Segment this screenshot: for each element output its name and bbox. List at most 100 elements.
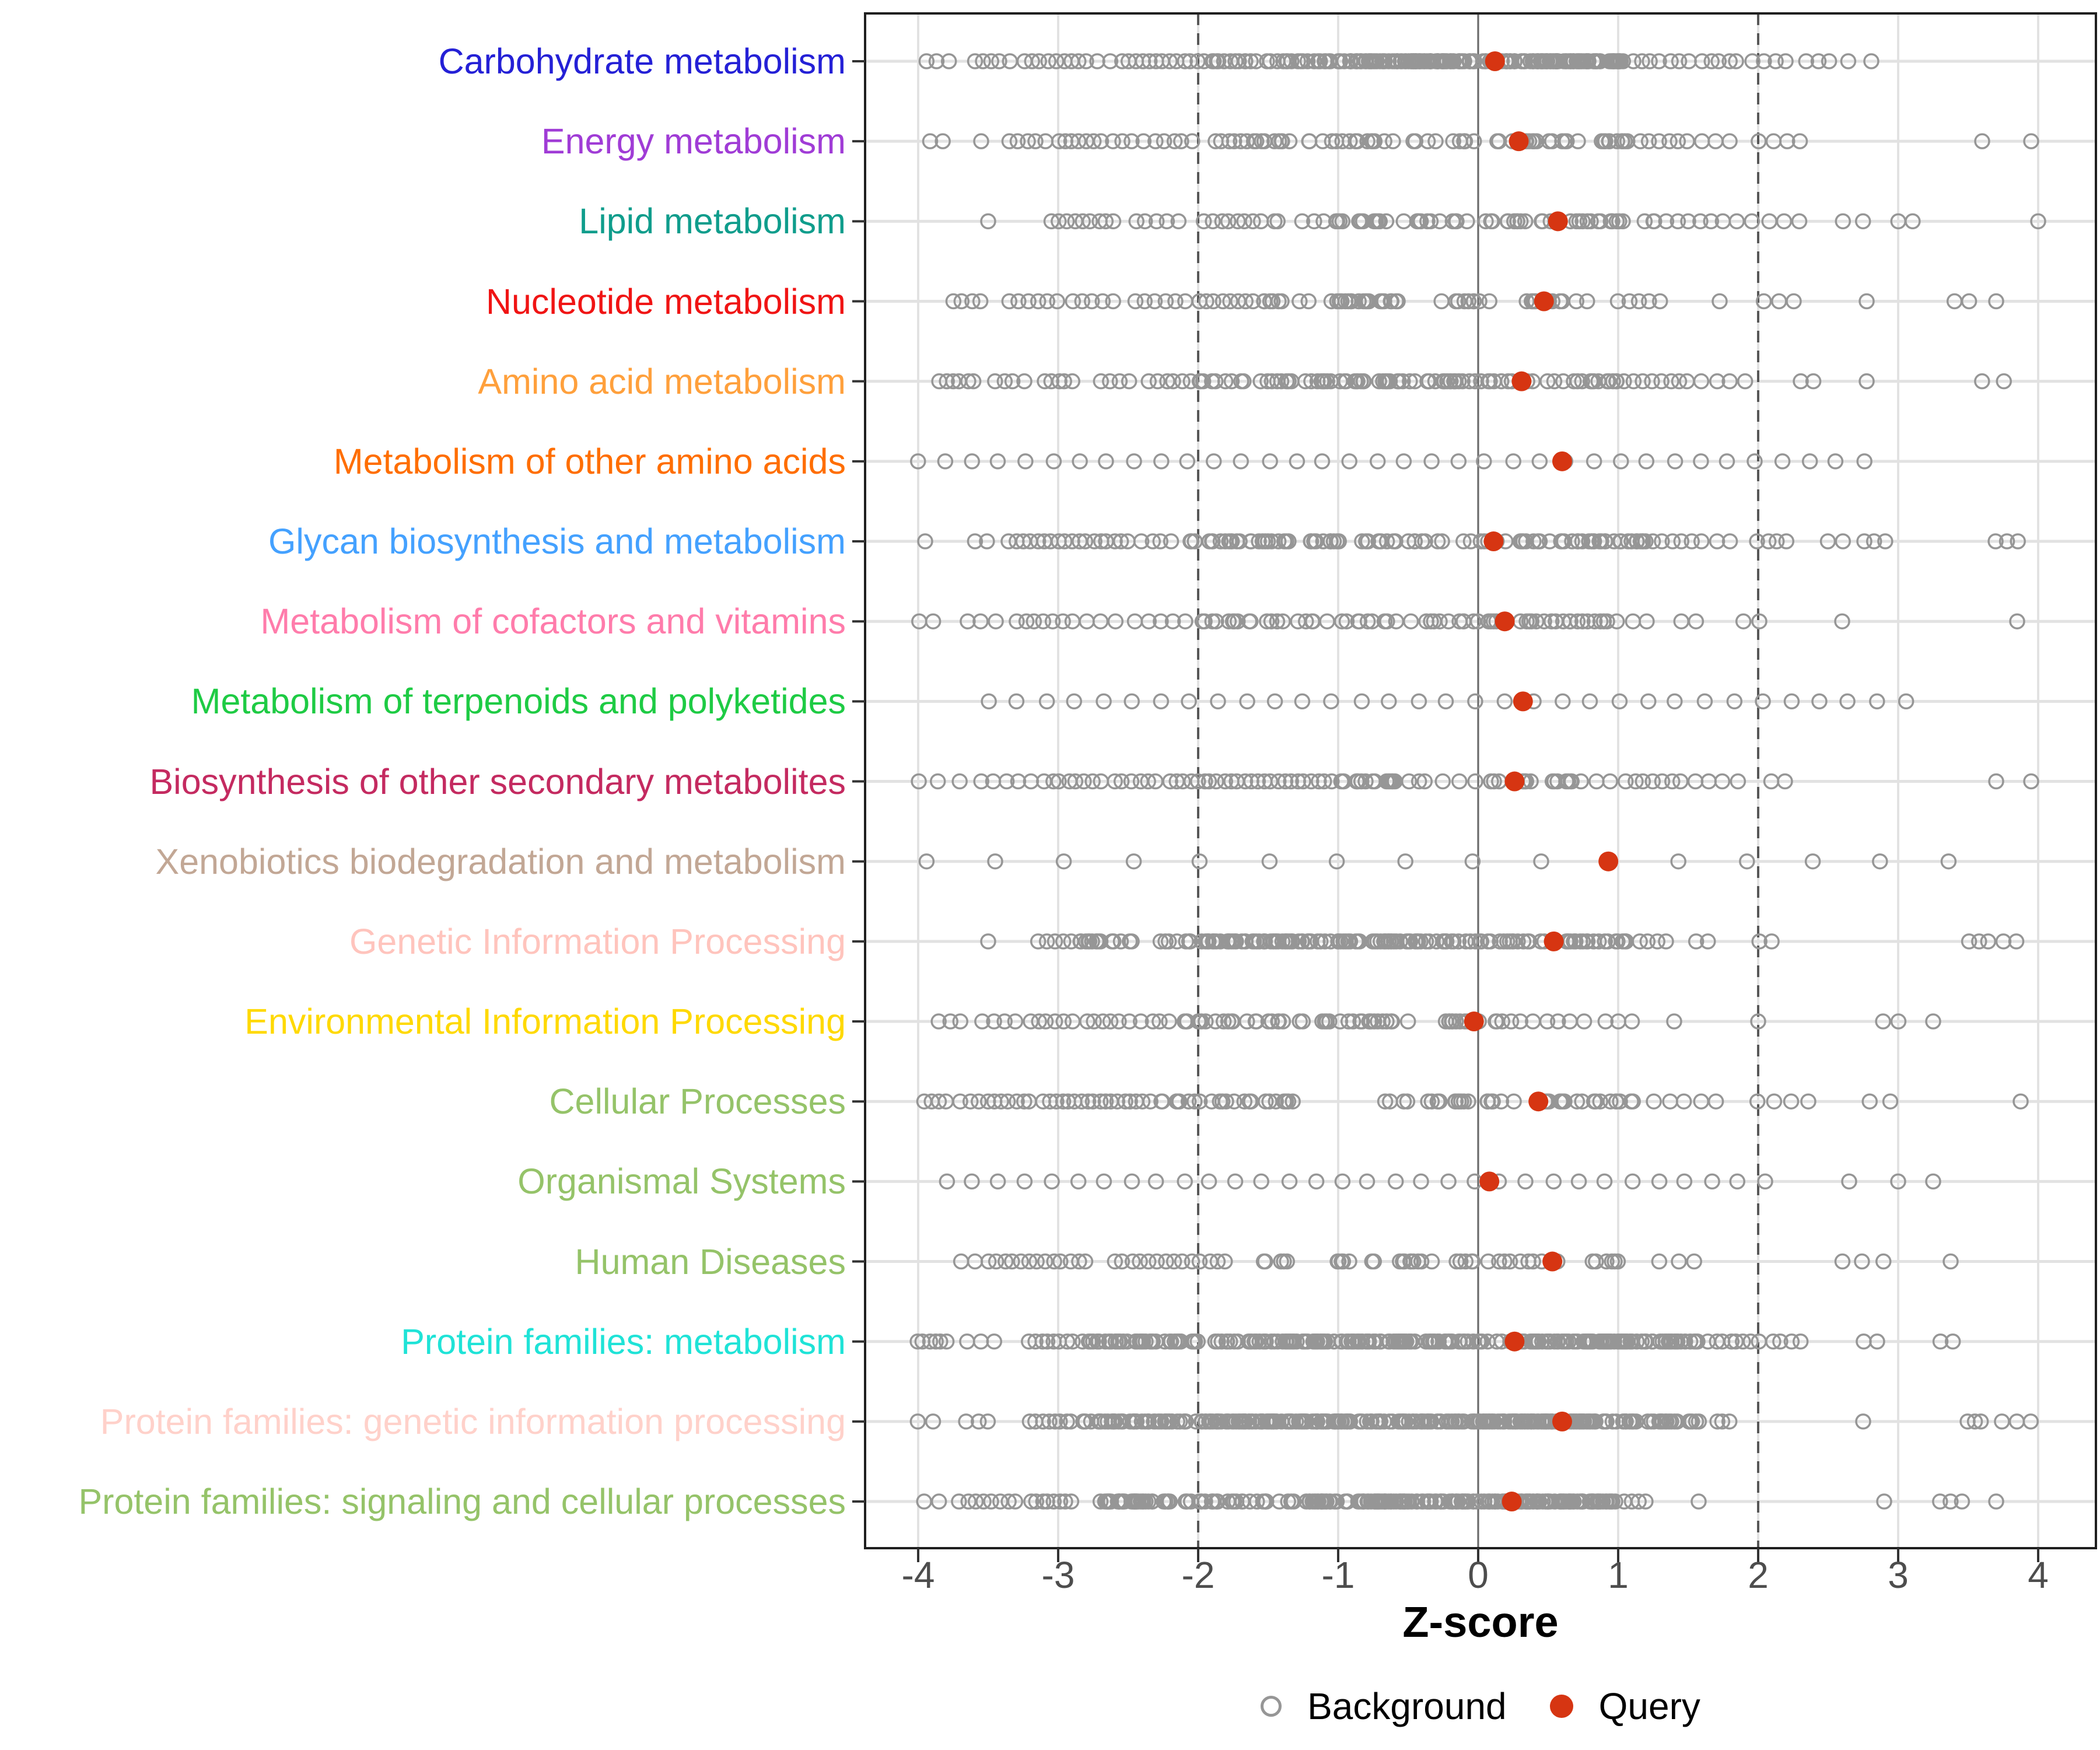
x-tick-label: -1	[1322, 1554, 1355, 1596]
background-point	[1046, 1253, 1062, 1270]
background-point	[1388, 933, 1405, 950]
background-point	[1273, 1253, 1289, 1270]
background-point	[1394, 1333, 1411, 1350]
background-point	[1454, 373, 1471, 390]
x-tick-label: 2	[1748, 1554, 1769, 1596]
background-point	[1429, 1413, 1446, 1430]
background-point	[1448, 213, 1465, 230]
background-point	[1363, 1413, 1380, 1430]
background-point	[1388, 613, 1405, 629]
background-point	[1539, 1493, 1556, 1510]
background-point	[1149, 1253, 1165, 1270]
background-point	[1140, 1253, 1157, 1270]
background-point	[1245, 293, 1261, 310]
background-point	[1466, 133, 1482, 149]
background-point	[1925, 1013, 1941, 1030]
background-point	[1696, 693, 1713, 710]
query-point	[1502, 1492, 1522, 1512]
background-point	[1159, 373, 1175, 390]
background-point	[1462, 533, 1479, 550]
background-point	[1550, 1013, 1566, 1030]
background-point	[1254, 1413, 1270, 1430]
background-point	[1191, 1253, 1208, 1270]
background-point	[1146, 293, 1163, 310]
background-point	[2009, 613, 2025, 629]
background-point	[940, 53, 957, 69]
background-point	[1670, 213, 1686, 230]
background-point	[1486, 773, 1502, 790]
background-point	[983, 1493, 999, 1510]
background-point	[1270, 1013, 1286, 1030]
background-point	[1434, 773, 1451, 790]
background-point	[1592, 613, 1609, 629]
background-point	[1709, 1413, 1726, 1430]
background-point	[1602, 1333, 1618, 1350]
background-point	[1430, 1093, 1447, 1110]
background-point	[1574, 533, 1591, 550]
background-point	[1364, 933, 1381, 950]
background-point	[1208, 1413, 1224, 1430]
background-point	[1378, 533, 1395, 550]
background-point	[1218, 1333, 1235, 1350]
background-point	[1382, 773, 1398, 790]
background-point	[1482, 373, 1498, 390]
background-point	[1348, 773, 1365, 790]
background-point	[1481, 293, 1497, 310]
background-point	[1264, 1413, 1280, 1430]
category-label: Organismal Systems	[517, 1161, 846, 1202]
background-point	[1140, 613, 1157, 629]
background-point	[1750, 1013, 1766, 1030]
background-point	[1664, 533, 1681, 550]
background-point	[1227, 933, 1244, 950]
background-point	[1506, 1093, 1522, 1110]
background-point	[1079, 1013, 1096, 1030]
background-point	[1465, 293, 1482, 310]
background-point	[1625, 53, 1642, 69]
background-point	[1420, 1093, 1436, 1110]
background-point	[1114, 133, 1130, 149]
background-point	[1591, 533, 1608, 550]
background-point	[1641, 293, 1657, 310]
background-point	[1123, 773, 1140, 790]
background-point	[1418, 933, 1434, 950]
background-point	[1772, 1333, 1788, 1350]
background-point	[1370, 213, 1387, 230]
category-label: Biosynthesis of other secondary metaboli…	[149, 761, 846, 802]
background-point	[909, 1333, 926, 1350]
background-point	[1566, 373, 1582, 390]
background-point	[1134, 1093, 1151, 1110]
background-point	[1763, 933, 1780, 950]
background-point	[1410, 773, 1427, 790]
background-point	[1303, 373, 1320, 390]
background-point	[996, 373, 1013, 390]
background-point	[1037, 1253, 1054, 1270]
background-point	[1016, 1093, 1032, 1110]
background-point	[1246, 1333, 1263, 1350]
background-point	[1205, 933, 1222, 950]
background-point	[2023, 133, 2039, 149]
background-point	[1016, 1173, 1033, 1190]
background-point	[1528, 613, 1545, 629]
background-point	[1735, 613, 1752, 629]
background-point	[1739, 853, 1755, 870]
background-point	[1637, 1333, 1653, 1350]
background-point	[986, 1333, 1003, 1350]
background-point	[1450, 1093, 1467, 1110]
background-point	[1052, 1493, 1069, 1510]
background-point	[1057, 1493, 1073, 1510]
background-point	[1152, 533, 1168, 550]
background-point	[1596, 1173, 1613, 1190]
background-point	[1262, 773, 1279, 790]
background-point	[1095, 1013, 1111, 1030]
background-point	[1440, 1173, 1457, 1190]
background-point	[1591, 933, 1607, 950]
background-point	[1783, 1093, 1800, 1110]
background-point	[1354, 1413, 1370, 1430]
background-point	[1102, 373, 1118, 390]
background-point	[1560, 1493, 1577, 1510]
background-point	[1875, 1013, 1891, 1030]
background-point	[1132, 1333, 1148, 1350]
background-point	[1834, 613, 1850, 629]
background-point	[1278, 1093, 1294, 1110]
background-point	[1615, 213, 1631, 230]
